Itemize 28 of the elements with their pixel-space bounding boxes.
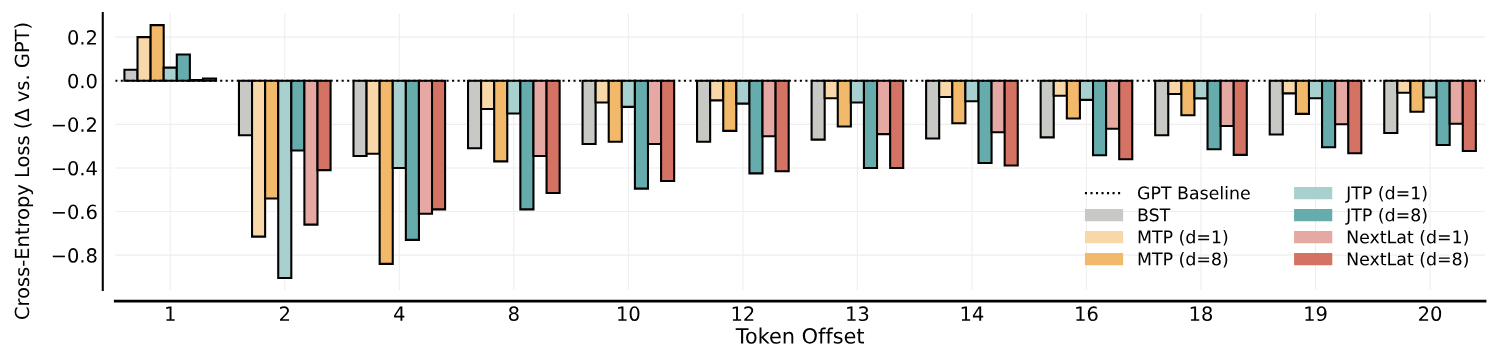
x-tick-label: 20 <box>1419 306 1442 322</box>
legend-label: MTP (d=8) <box>1138 252 1228 268</box>
y-tick-label: −0.4 <box>52 160 97 176</box>
y-tick-label: −0.6 <box>52 204 97 220</box>
x-axis-title: Token Offset <box>735 327 865 344</box>
x-tick-label: 12 <box>732 306 754 321</box>
x-tick-label: 16 <box>1076 306 1098 322</box>
x-tick-label: 2 <box>280 306 290 321</box>
x-tick-label: 1 <box>166 306 175 321</box>
y-tick-label: 0.0 <box>68 73 97 89</box>
y-tick-label: −0.2 <box>52 117 96 132</box>
y-tick-label: −0.8 <box>52 248 97 263</box>
x-tick-label: 10 <box>618 306 640 322</box>
x-tick-label: 4 <box>394 306 405 321</box>
legend-label: JTP (d=8) <box>1345 208 1427 225</box>
legend-label: JTP (d=1) <box>1345 186 1427 203</box>
legend-label: NextLat (d=1) <box>1347 230 1468 246</box>
y-axis-title: Cross-Entropy Loss (Δ vs. GPT) <box>14 23 34 319</box>
y-tick-label: 0.2 <box>68 30 96 45</box>
legend-label: GPT Baseline <box>1137 186 1250 200</box>
x-tick-label: 19 <box>1305 306 1327 322</box>
x-tick-label: 18 <box>1190 306 1213 322</box>
x-tick-label: 8 <box>508 306 519 322</box>
x-tick-label: 13 <box>847 306 869 322</box>
legend-label: NextLat (d=8) <box>1347 252 1468 268</box>
legend-label: MTP (d=1) <box>1138 230 1228 246</box>
legend-label: BST <box>1138 208 1171 222</box>
x-tick-label: 14 <box>961 306 984 321</box>
